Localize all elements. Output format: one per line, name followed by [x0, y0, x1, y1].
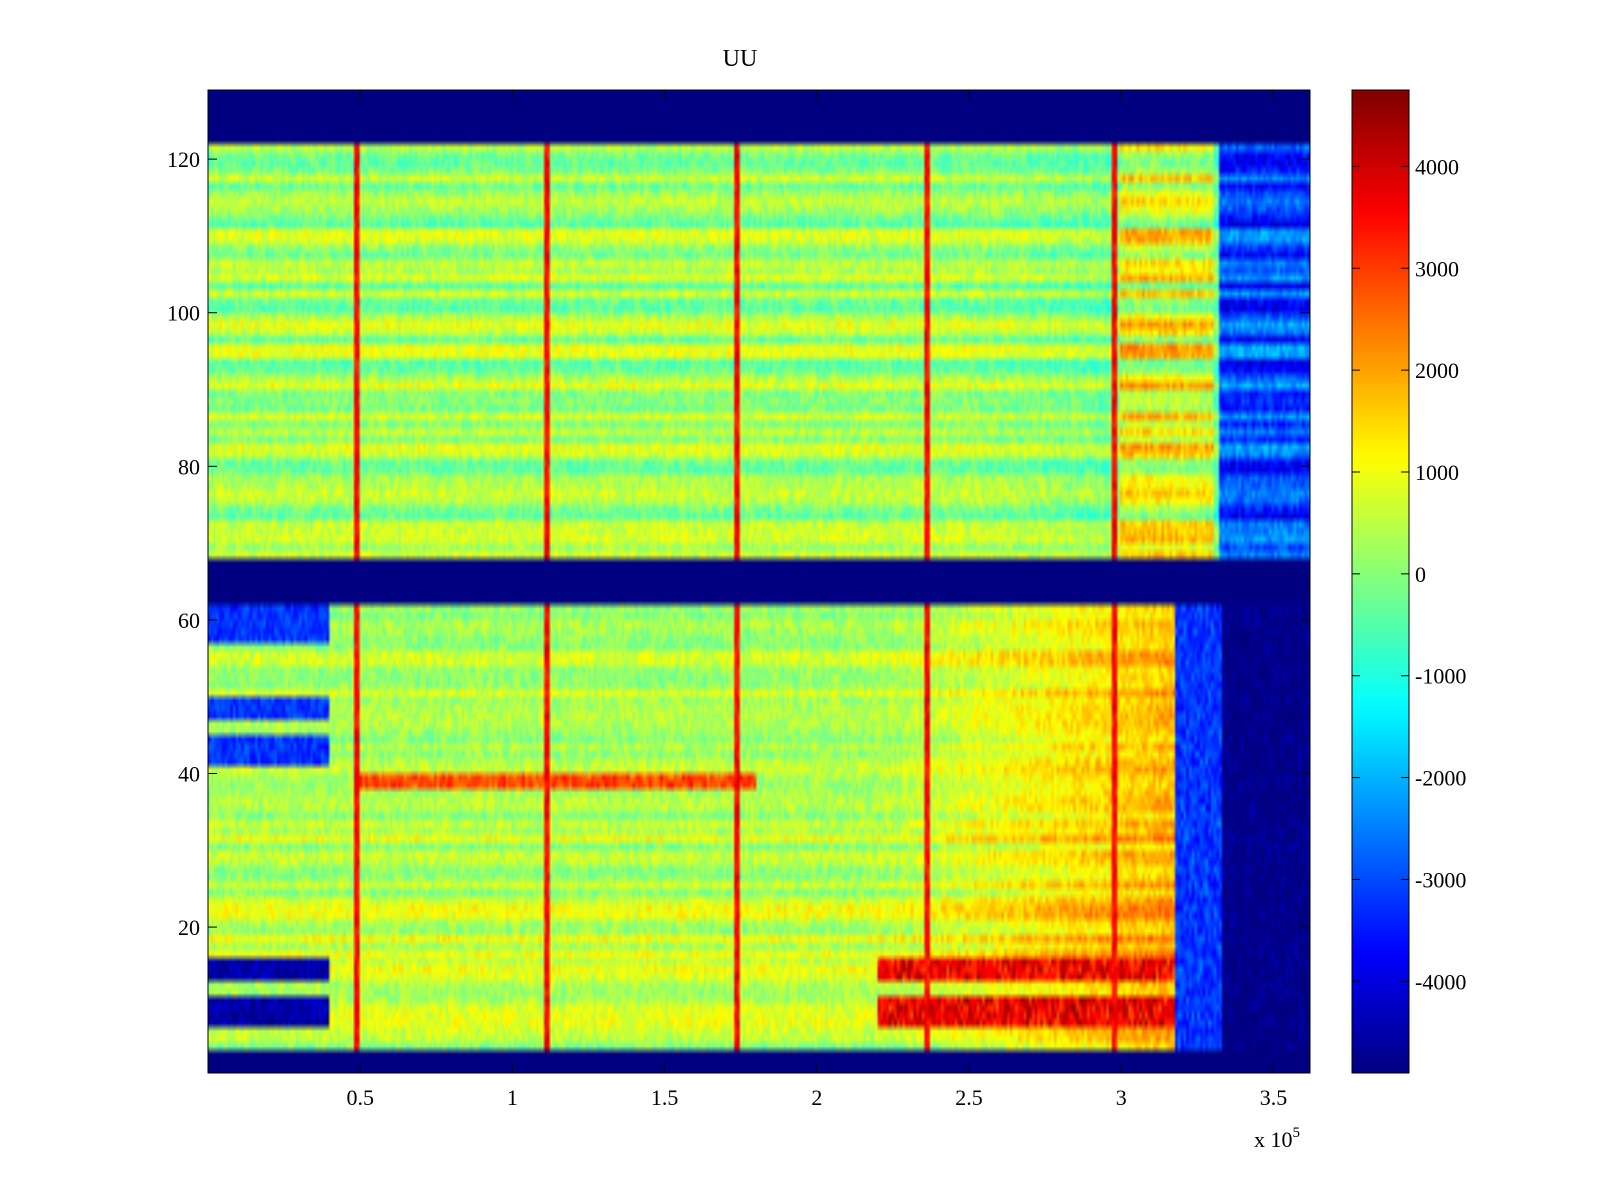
x-tick-label: 2: [811, 1085, 822, 1110]
y-tick-label: 100: [167, 301, 200, 326]
colorbar-tick-label: -4000: [1415, 969, 1466, 994]
colorbar-tick-label: 1000: [1415, 460, 1459, 485]
y-tick-label: 80: [178, 454, 200, 479]
x-tick-label: 3: [1116, 1085, 1127, 1110]
chart-title: UU: [723, 46, 758, 72]
y-tick-label: 60: [178, 608, 200, 633]
x-exponent-label: x 105: [1254, 1125, 1300, 1152]
colorbar: 4000 3000 2000 1000 0 -1000 -2000 -3000 -4000: [1351, 89, 1466, 1074]
colorbar-gradient: [1352, 90, 1409, 1073]
colorbar-tick-label: -3000: [1415, 867, 1466, 892]
colorbar-tick-label: -1000: [1415, 664, 1466, 689]
heatmap-image: [208, 90, 1310, 1073]
x-exponent-base: x 10: [1254, 1127, 1293, 1152]
x-tick-label: 3.5: [1260, 1085, 1288, 1110]
colorbar-tick-label: 2000: [1415, 358, 1459, 383]
plot-frame: [207, 89, 1311, 1074]
x-tick-label: 2.5: [955, 1085, 983, 1110]
colorbar-tick-label: -2000: [1415, 766, 1466, 791]
colorbar-tick-label: 4000: [1415, 154, 1459, 179]
y-tick-label: 120: [167, 147, 200, 172]
colorbar-ticks: 4000 3000 2000 1000 0 -1000 -2000 -3000 -4000: [1352, 154, 1466, 994]
y-tick-label: 40: [178, 761, 200, 786]
x-tick-label: 1: [507, 1085, 518, 1110]
colorbar-frame: [1351, 89, 1410, 1074]
plot-area: [207, 89, 1311, 1074]
y-axis: 20 40 60 80 100 120: [167, 147, 1310, 940]
x-axis: 0.5 1 1.5 2 2.5 3 3.5: [346, 90, 1287, 1110]
y-tick-label: 20: [178, 915, 200, 940]
x-tick-label: 0.5: [346, 1085, 374, 1110]
x-tick-label: 1.5: [651, 1085, 679, 1110]
x-exponent-power: 5: [1293, 1125, 1301, 1141]
colorbar-tick-label: 0: [1415, 562, 1426, 587]
colorbar-tick-label: 3000: [1415, 256, 1459, 281]
